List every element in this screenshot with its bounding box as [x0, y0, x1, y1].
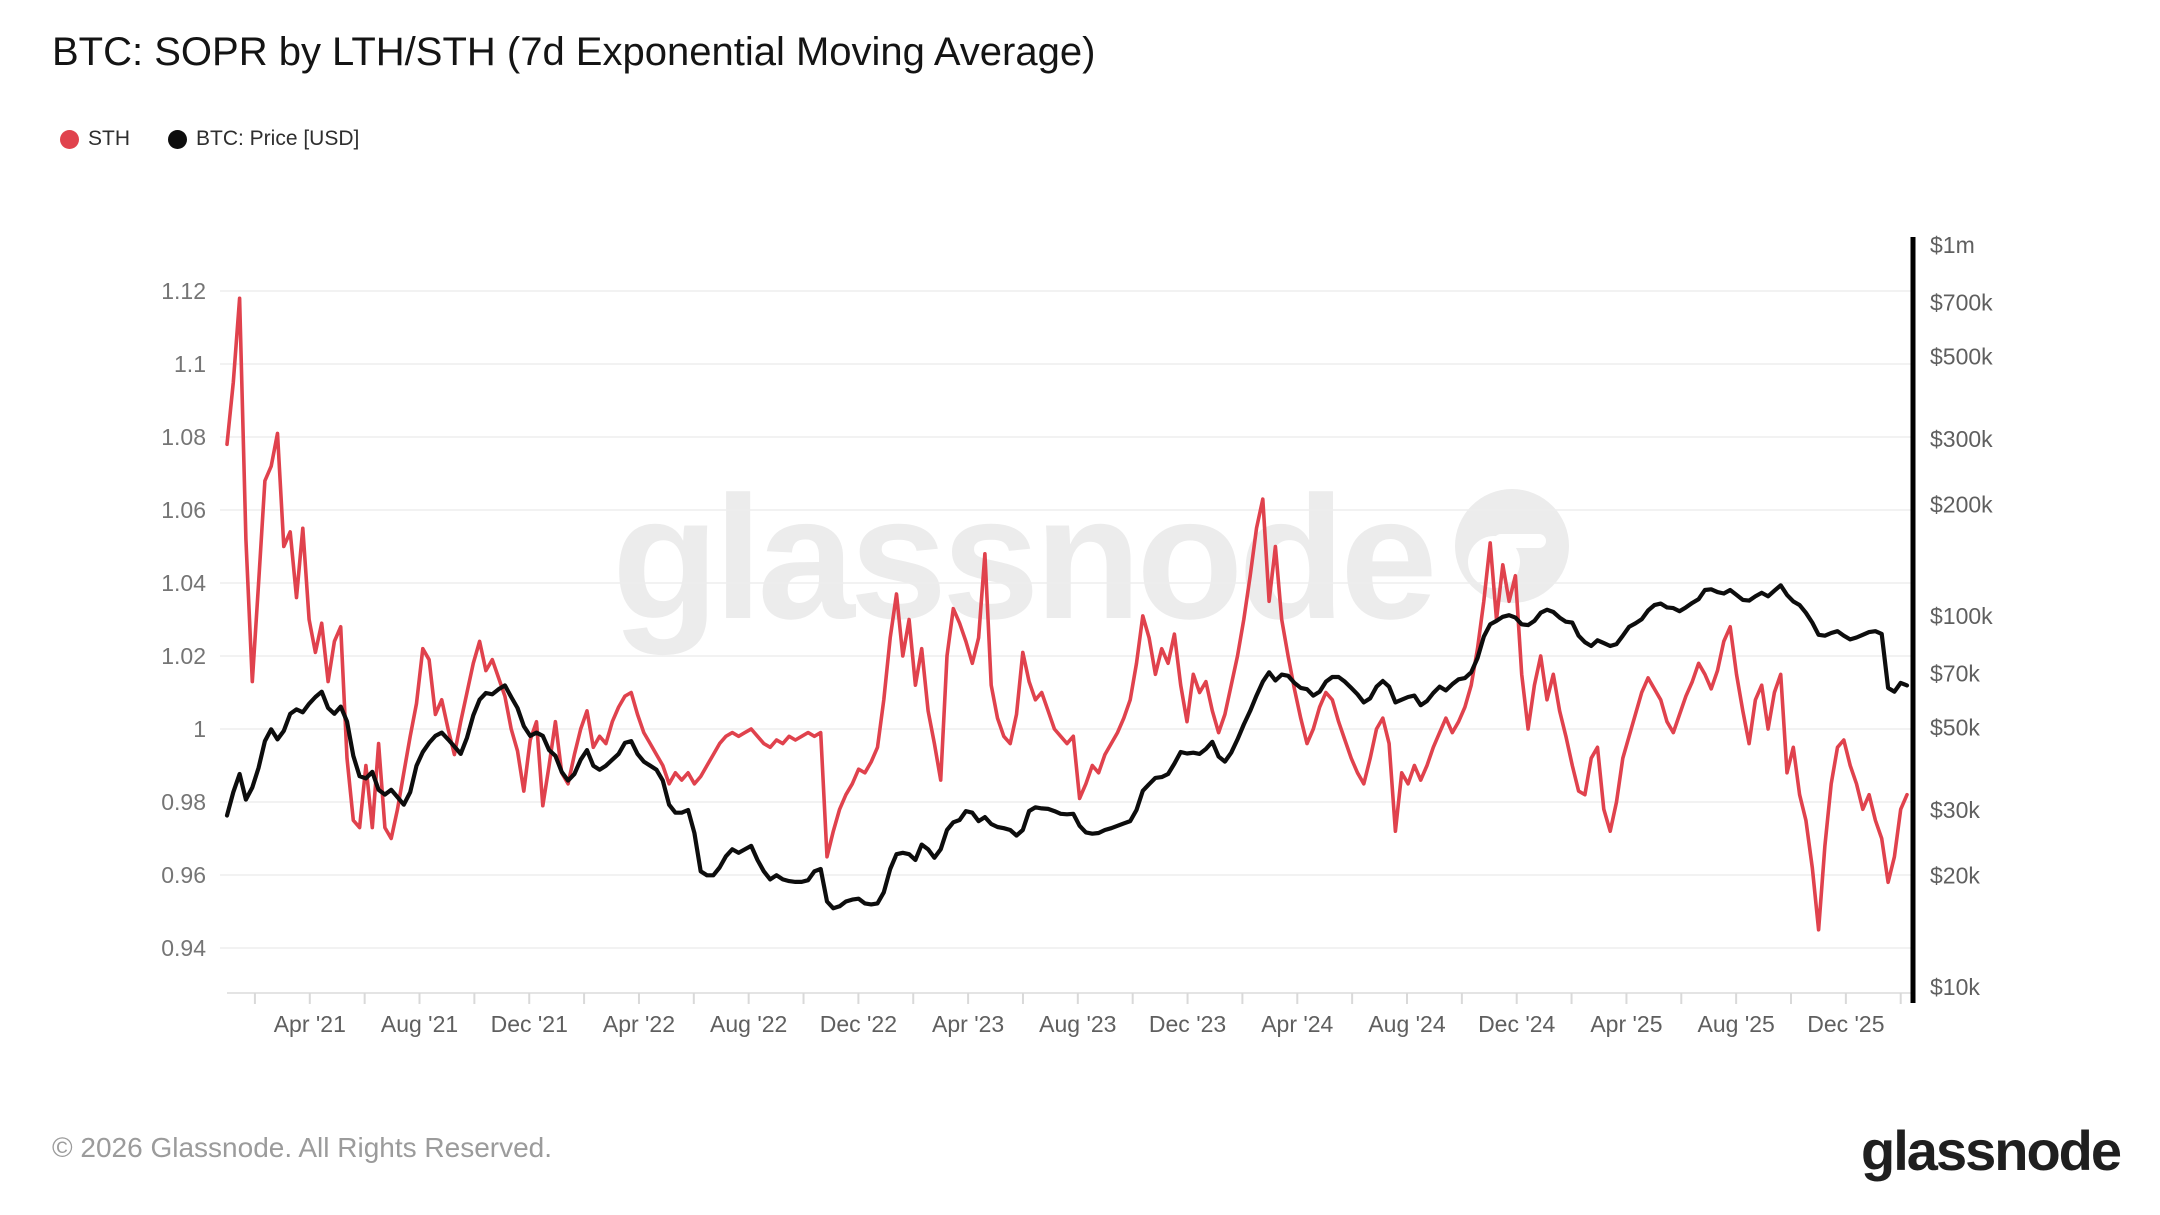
right-axis-tick-label: $20k	[1930, 862, 1980, 888]
x-axis-tick-label: Dec '25	[1807, 1011, 1884, 1037]
x-axis-tick-label: Aug '23	[1039, 1011, 1116, 1037]
btc-price-series-dot-icon	[168, 129, 187, 149]
left-axis-tick-label: 1.04	[161, 570, 206, 596]
right-axis-tick-label: $700k	[1930, 289, 1993, 315]
series-lines	[224, 296, 1910, 932]
right-axis-tick-label: $300k	[1930, 426, 1993, 452]
x-axis-tick-label: Aug '25	[1698, 1011, 1775, 1037]
btc-price-line	[224, 583, 1910, 911]
left-axis-tick-label: 0.94	[161, 935, 206, 961]
x-axis-tick-label: Dec '21	[491, 1011, 568, 1037]
glassnode-logo: glassnode	[1861, 1119, 2122, 1182]
watermark-logo-mark-cutout	[1468, 536, 1520, 588]
right-axis-tick-label: $30k	[1930, 797, 1980, 823]
legend-item-btc-price[interactable]: BTC: Price [USD]	[168, 127, 359, 151]
left-axis-tick-label: 0.98	[161, 789, 206, 815]
chart-title: BTC: SOPR by LTH/STH (7d Exponential Mov…	[52, 30, 1096, 74]
x-axis-tick-label: Apr '22	[603, 1011, 675, 1037]
left-axis-tick-label: 1.1	[174, 351, 206, 377]
btc-price-series-label: BTC: Price [USD]	[196, 127, 360, 150]
legend-item-sth[interactable]: STH	[60, 127, 130, 151]
x-axis-tick-label: Dec '24	[1478, 1011, 1555, 1037]
sth-sopr-line	[225, 296, 1909, 932]
x-axis-tick-label: Aug '24	[1368, 1011, 1445, 1037]
x-axis-tick-label: Aug '22	[710, 1011, 787, 1037]
left-axis-tick-label: 1.06	[161, 497, 206, 523]
right-axis-tick-label: $500k	[1930, 344, 1993, 370]
x-axis-tick-label: Aug '21	[381, 1011, 458, 1037]
left-axis-tick-label: 1.08	[161, 424, 206, 450]
x-axis-tick-label: Apr '23	[932, 1011, 1004, 1037]
x-axis-tick-label: Dec '22	[820, 1011, 897, 1037]
gridlines	[220, 290, 1913, 949]
sth-series-label: STH	[88, 127, 130, 150]
x-axis-tick-label: Dec '23	[1149, 1011, 1226, 1037]
right-axis-tick-label: $10k	[1930, 974, 1980, 1000]
x-axis-tick-label: Apr '24	[1261, 1011, 1333, 1037]
left-axis-tick-label: 0.96	[161, 862, 206, 888]
x-axis-tick-label: Apr '21	[274, 1011, 346, 1037]
left-axis-tick-label: 1.02	[161, 643, 206, 669]
x-axis-tick-label: Apr '25	[1590, 1011, 1662, 1037]
right-axis-tick-label: $100k	[1930, 603, 1993, 629]
watermark: glassnode	[612, 461, 1569, 656]
right-axis-tick-label: $70k	[1930, 660, 1980, 686]
left-axis-tick-label: 1	[193, 716, 206, 742]
right-axis-tick-label: $1m	[1930, 232, 1975, 258]
left-axis-tick-label: 1.12	[161, 278, 206, 304]
axes: 1.12 1.1 1.08 1.06 1.04 1.02 1 0.98 0.96 0.94 Apr …	[161, 232, 1993, 1037]
watermark-text: glassnode	[612, 461, 1433, 656]
right-axis-tick-label: $50k	[1930, 715, 1980, 741]
right-axis-tick-label: $200k	[1930, 491, 1993, 517]
sth-series-dot-icon	[60, 129, 79, 149]
legend: STH BTC: Price [USD]	[60, 127, 359, 151]
copyright-text: © 2026 Glassnode. All Rights Reserved.	[52, 1132, 553, 1163]
watermark-logo-mark-slot	[1494, 534, 1546, 548]
